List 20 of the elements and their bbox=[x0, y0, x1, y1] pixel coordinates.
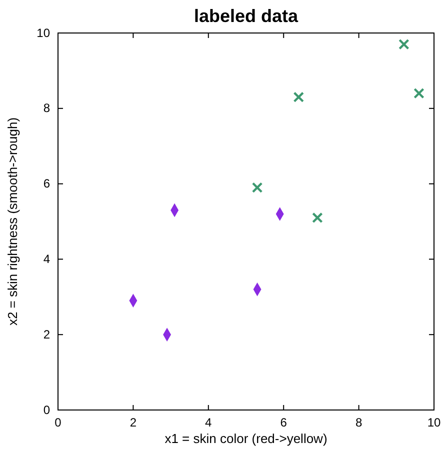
point bbox=[312, 212, 323, 224]
y-tick-label: 6 bbox=[43, 176, 50, 191]
y-tick-label: 10 bbox=[36, 26, 50, 40]
point bbox=[398, 38, 410, 50]
point bbox=[252, 182, 263, 193]
y-tick-label: 8 bbox=[43, 101, 50, 116]
point bbox=[414, 88, 424, 99]
x-tick-label: 4 bbox=[205, 416, 212, 430]
y-axis-title: x2 = skin rightness (smooth->rough) bbox=[5, 117, 20, 326]
y-tick-label: 2 bbox=[43, 327, 50, 342]
x-tick-label: 10 bbox=[427, 416, 441, 430]
x-tick-label: 8 bbox=[355, 416, 362, 430]
x-tick-label: 0 bbox=[54, 416, 62, 430]
x-axis-title: x1 = skin color (red->yellow) bbox=[164, 431, 328, 446]
y-tick-label: 4 bbox=[43, 252, 50, 266]
chart-title: labeled data bbox=[194, 6, 299, 26]
x-tick-label: 6 bbox=[280, 416, 288, 430]
x-tick-label: 2 bbox=[130, 416, 137, 430]
y-tick-label: 0 bbox=[43, 402, 50, 417]
point bbox=[293, 92, 304, 102]
